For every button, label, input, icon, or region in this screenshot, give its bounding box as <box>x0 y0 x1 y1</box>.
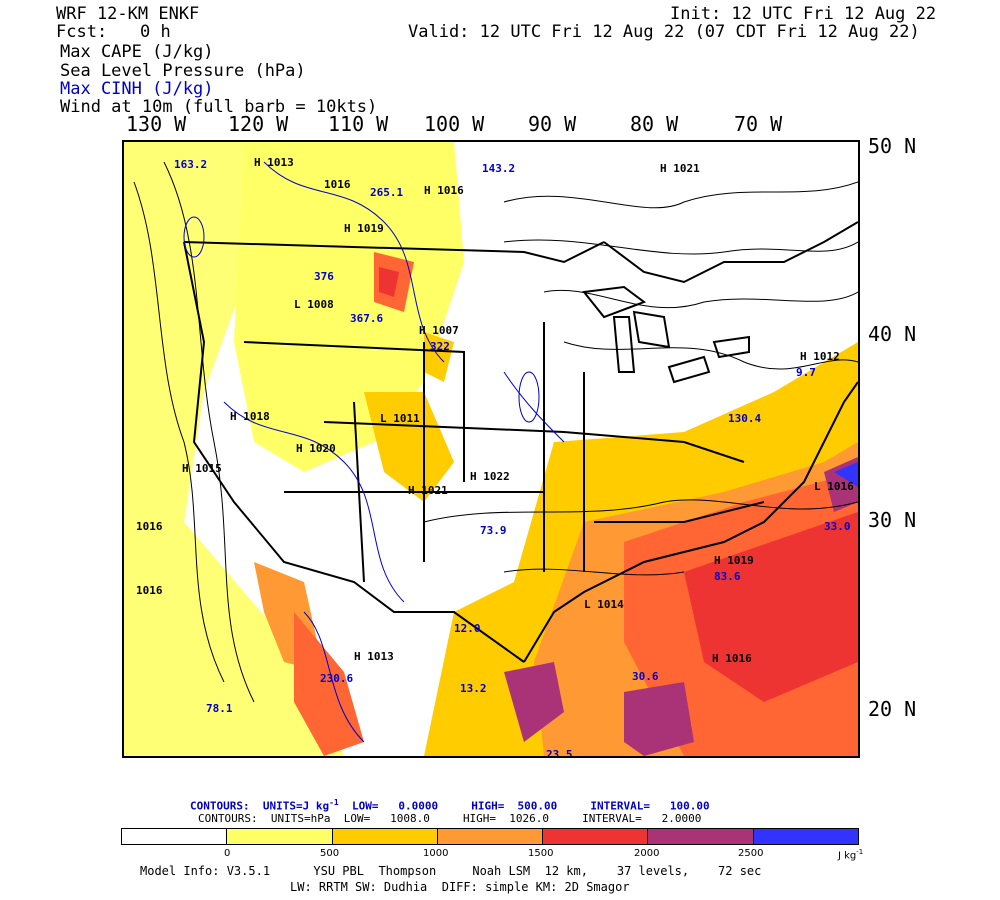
pressure-center: H 1012 <box>800 350 840 363</box>
field-cape: Max CAPE (J/kg) <box>60 42 214 62</box>
pressure-center: L 1014 <box>584 598 624 611</box>
pressure-center: H 1013 <box>254 156 294 169</box>
pressure-center: H 1015 <box>182 462 222 475</box>
pressure-center: L 1011 <box>380 412 420 425</box>
cinh-center: 78.1 <box>206 702 233 715</box>
pressure-center: H 1021 <box>660 162 700 175</box>
colorbar-bin <box>122 829 228 844</box>
colorbar-tick: 0 <box>224 848 231 859</box>
field-cinh: Max CINH (J/kg) <box>60 79 214 99</box>
slp-contour-info: CONTOURS: UNITS=hPa LOW= 1008.0 HIGH= 10… <box>198 812 702 825</box>
cinh-center: 367.6 <box>350 312 384 325</box>
cinh-contours <box>183 161 565 743</box>
init-time: Init: 12 UTC Fri 12 Aug 22 <box>670 4 937 24</box>
cinh-center: 130.4 <box>728 412 762 425</box>
pressure-center: L 1008 <box>294 298 334 311</box>
pressure-center: H 1022 <box>470 470 510 483</box>
cinh-center: 33.0 <box>824 520 851 533</box>
slp-contours <box>133 161 858 703</box>
colorbar-bin <box>437 829 544 844</box>
lat-label-50n: 50 N <box>868 134 917 158</box>
colorbar-bin <box>227 829 333 844</box>
colorbar-tick: 1500 <box>528 848 554 859</box>
pressure-center: H 1019 <box>714 554 754 567</box>
cinh-center: 30.6 <box>632 670 659 683</box>
pressure-center: H 1016 <box>424 184 464 197</box>
lon-label-80w: 80 W <box>630 112 679 136</box>
pressure-center: H 1013 <box>354 650 394 663</box>
pressure-center: H 1018 <box>230 410 270 423</box>
pressure-center: 1016 <box>324 178 351 191</box>
lon-label-100w: 100 W <box>424 112 485 136</box>
colorbar-bin <box>648 829 754 844</box>
cinh-center: 322 <box>430 340 450 353</box>
pressure-center: H 1020 <box>296 442 336 455</box>
map-canvas <box>124 142 858 756</box>
colorbar-bin <box>543 829 649 844</box>
pressure-center: 1016 <box>136 584 163 597</box>
lon-label-70w: 70 W <box>734 112 783 136</box>
colorbar-units: J kg-1 <box>838 848 864 862</box>
pressure-center: 1016 <box>136 520 163 533</box>
valid-time: Valid: 12 UTC Fri 12 Aug 22 (07 CDT Fri … <box>408 22 920 42</box>
field-slp: Sea Level Pressure (hPa) <box>60 61 306 81</box>
model-physics: LW: RRTM SW: Dudhia DIFF: simple KM: 2D … <box>290 880 630 894</box>
lat-label-20n: 20 N <box>868 697 917 721</box>
cinh-center: 73.9 <box>480 524 507 537</box>
forecast-hour: 0 h <box>140 22 171 42</box>
lon-label-130w: 130 W <box>126 112 187 136</box>
cinh-center: 265.1 <box>370 186 404 199</box>
cape-colorbar <box>121 828 859 845</box>
colorbar-tick: 2500 <box>738 848 764 859</box>
cinh-center: 13.2 <box>460 682 487 695</box>
lon-label-90w: 90 W <box>528 112 577 136</box>
cinh-center: 23.5 <box>546 748 573 758</box>
pressure-center: H 1019 <box>344 222 384 235</box>
colorbar-tick: 2000 <box>634 848 660 859</box>
cinh-center: 9.7 <box>796 366 816 379</box>
lon-label-110w: 110 W <box>328 112 389 136</box>
cape-shading <box>124 142 858 756</box>
cinh-center: 12.0 <box>454 622 481 635</box>
cinh-center: 230.6 <box>320 672 354 685</box>
boundaries <box>183 221 858 663</box>
colorbar-bin <box>753 829 858 844</box>
lat-label-40n: 40 N <box>868 322 917 346</box>
model-info: Model Info: V3.5.1 YSU PBL Thompson Noah… <box>140 864 762 878</box>
weather-map[interactable]: H 1013 1016 H 1016 H 1019 L 1008 H 1007 … <box>122 140 860 758</box>
cinh-center: 376 <box>314 270 334 283</box>
forecast-label: Fcst: <box>56 22 108 42</box>
lat-label-30n: 30 N <box>868 508 917 532</box>
lon-label-120w: 120 W <box>228 112 289 136</box>
pressure-center: H 1016 <box>712 652 752 665</box>
pressure-center: L 1016 <box>814 480 854 493</box>
colorbar-tick: 500 <box>320 848 340 859</box>
field-wind: Wind at 10m (full barb = 10kts) <box>60 97 378 117</box>
cinh-center: 143.2 <box>482 162 516 175</box>
cinh-center: 83.6 <box>714 570 741 583</box>
colorbar-tick: 1000 <box>423 848 449 859</box>
great-lakes <box>582 285 750 384</box>
colorbar-bin <box>332 829 438 844</box>
model-title: WRF 12-KM ENKF <box>56 4 200 24</box>
pressure-center: H 1007 <box>419 324 459 337</box>
pressure-center: H 1021 <box>408 484 448 497</box>
cinh-center: 163.2 <box>174 158 208 171</box>
cinh-contour-info: CONTOURS: UNITS=J kg-1 LOW= 0.0000 HIGH=… <box>190 798 710 813</box>
